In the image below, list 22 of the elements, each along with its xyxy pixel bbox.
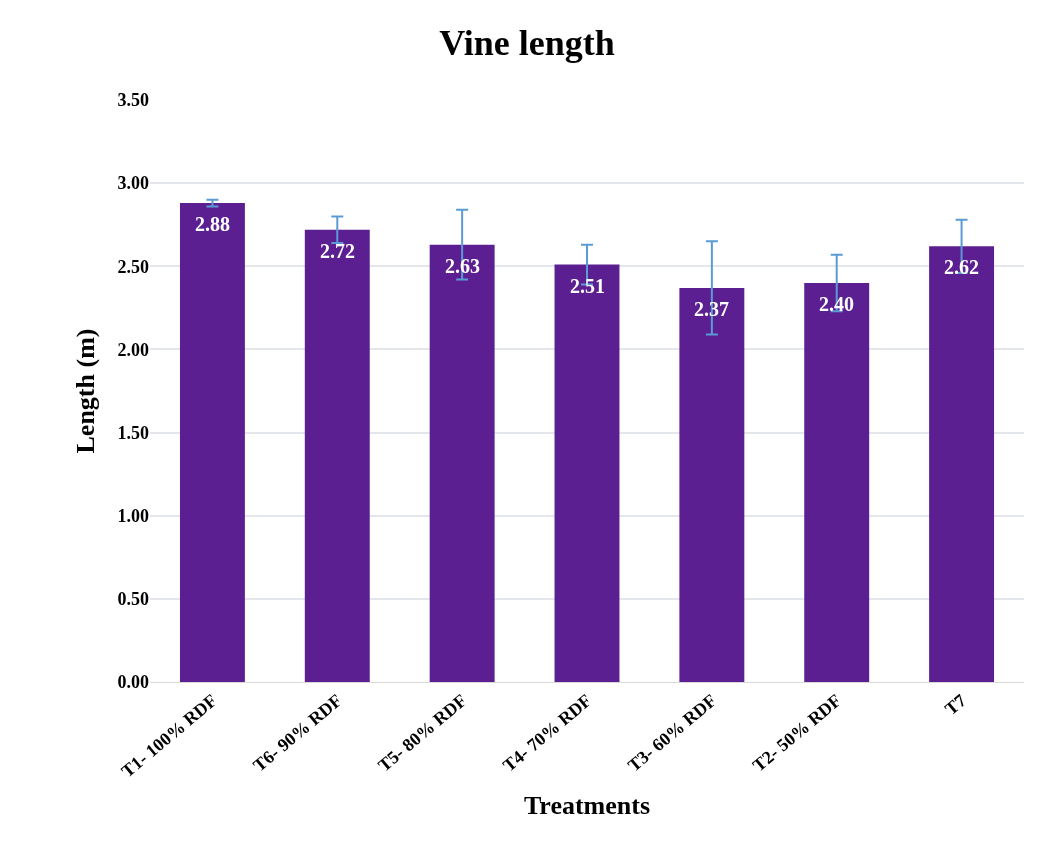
data-label: 2.51	[570, 275, 605, 297]
chart-title: Vine length	[439, 23, 615, 64]
y-tick-label: 3.50	[117, 90, 149, 111]
bar	[304, 229, 370, 682]
y-tick-label: 3.00	[117, 173, 149, 194]
y-tick-label: 1.50	[117, 422, 149, 443]
y-tick-label: 1.00	[117, 506, 149, 527]
x-tick-label: T7	[940, 690, 970, 720]
y-tick-label: 0.00	[117, 672, 149, 693]
data-label: 2.88	[195, 213, 230, 235]
bar	[679, 287, 745, 682]
y-tick-label: 0.50	[117, 589, 149, 610]
y-axis-title: Length (m)	[70, 328, 100, 454]
x-axis-title: Treatments	[523, 791, 651, 821]
bar	[179, 203, 245, 682]
y-tick-label: 2.00	[117, 339, 149, 360]
bar	[929, 246, 995, 682]
bar	[554, 264, 620, 682]
y-tick-label: 2.50	[117, 256, 149, 277]
bar	[429, 244, 495, 682]
data-label: 2.72	[320, 240, 355, 262]
bar	[804, 282, 870, 682]
